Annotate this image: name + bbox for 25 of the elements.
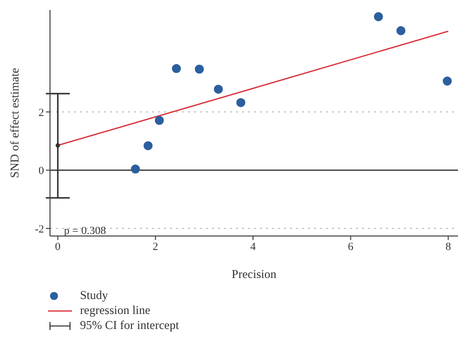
legend-label: Study <box>80 288 108 303</box>
y-tick-label: 2 <box>38 106 44 119</box>
annotation: p = 0.308 <box>64 225 106 237</box>
point <box>194 64 204 74</box>
point <box>154 116 164 125</box>
point <box>236 98 246 108</box>
y-tick-label: -2 <box>34 223 44 236</box>
point <box>56 143 60 148</box>
point <box>144 141 153 150</box>
legend-label: regression line <box>80 303 150 318</box>
point <box>130 164 140 174</box>
x-tick-label: 8 <box>445 240 452 253</box>
point <box>172 64 181 74</box>
x-tick-label: 4 <box>250 240 256 253</box>
x-tick-label: 0 <box>55 240 62 253</box>
legend-label: 95% CI for intercept <box>80 318 179 333</box>
x-tick-label: 6 <box>348 240 354 253</box>
point <box>214 84 223 94</box>
y-axis-title: SND of effect estimate <box>7 68 22 178</box>
point <box>396 26 406 36</box>
y-tick-label: 0 <box>38 165 44 178</box>
x-tick-label: 2 <box>152 240 158 253</box>
point <box>374 12 383 22</box>
x-axis-title: Precision <box>232 267 276 281</box>
point <box>442 76 452 86</box>
